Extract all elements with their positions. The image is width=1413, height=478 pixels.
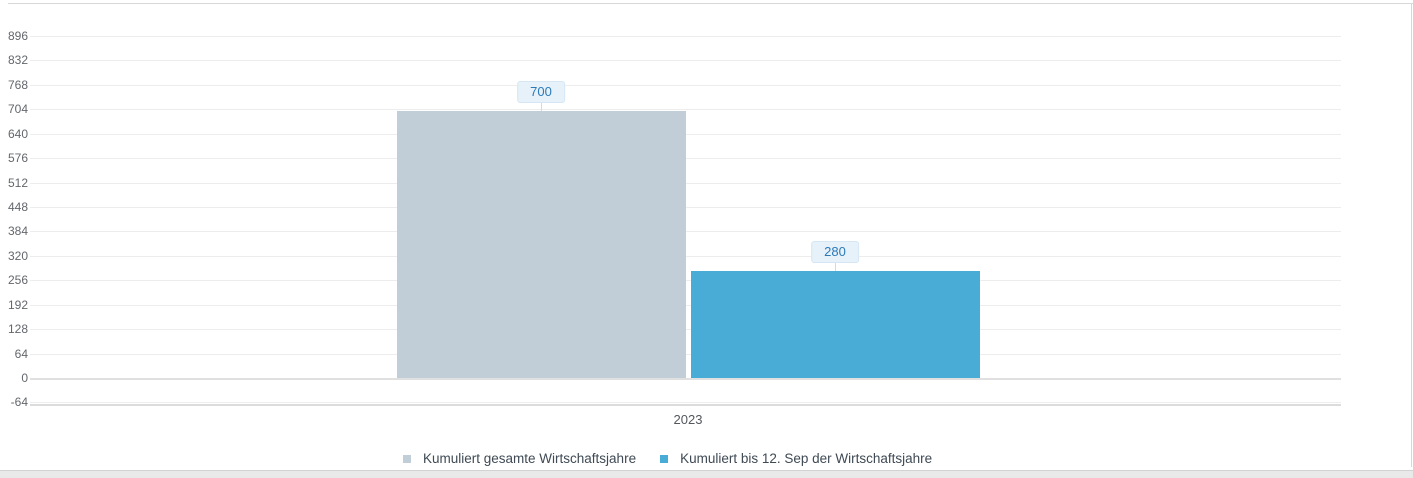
gridline-y-512: [30, 182, 1341, 184]
chart-legend: Kumuliert gesamte Wirtschaftsjahre Kumul…: [403, 451, 932, 467]
bar-series-0-2023[interactable]: [396, 110, 686, 378]
legend-swatch-blue: [660, 455, 669, 463]
gridline-y--64: [30, 402, 1341, 404]
y-tick-label-768: 768: [7, 77, 28, 92]
y-tick-label-320: 320: [7, 248, 28, 263]
y-tick-label-704: 704: [7, 102, 28, 117]
data-label-connector: [540, 102, 542, 111]
gridline-y-64: [30, 353, 1341, 355]
gridline-y-448: [30, 207, 1341, 208]
y-tick-label-256: 256: [7, 273, 28, 288]
legend-label: Kumuliert gesamte Wirtschaftsjahre: [423, 451, 637, 466]
gridline-y-640: [30, 133, 1341, 135]
legend-item-kumuliert-gesamte[interactable]: Kumuliert gesamte Wirtschaftsjahre: [403, 451, 636, 467]
data-label-badge-700: 700: [517, 80, 565, 103]
gridline-y-320: [30, 255, 1341, 257]
y-tick-label-448: 448: [7, 200, 28, 214]
gridline-y-768: [30, 84, 1341, 86]
gridline-y-832: [30, 60, 1341, 62]
y-tick-label--64: -64: [10, 395, 28, 410]
y-tick-label-640: 640: [7, 126, 28, 141]
legend-swatch-gray: [403, 455, 411, 463]
gridline-y-384: [30, 231, 1341, 233]
y-tick-label-896: 896: [7, 29, 28, 43]
gridline-y-896: [30, 36, 1341, 37]
x-axis-category-label: 2023: [673, 412, 703, 427]
panel-top-border: [8, 3, 1413, 4]
y-tick-label-0: 0: [21, 371, 28, 385]
legend-label: Kumuliert bis 12. Sep der Wirtschaftsjah…: [680, 451, 933, 466]
y-tick-label-832: 832: [7, 53, 28, 68]
y-tick-label-512: 512: [7, 175, 28, 190]
y-tick-label-128: 128: [7, 322, 28, 337]
y-tick-label-64: 64: [14, 346, 28, 361]
data-label-connector: [834, 263, 836, 272]
gridline-y-192: [30, 304, 1341, 306]
x-axis-line: [30, 404, 1341, 407]
gridline-y-128: [30, 329, 1341, 331]
y-tick-label-192: 192: [7, 297, 28, 312]
gridline-y-0: [30, 377, 1341, 380]
gridline-y-704: [30, 109, 1341, 111]
legend-item-kumuliert-bis-12-sep[interactable]: Kumuliert bis 12. Sep der Wirtschaftsjah…: [660, 451, 932, 467]
y-tick-label-576: 576: [7, 151, 28, 166]
gridline-y-576: [30, 158, 1341, 160]
gridline-y-256: [30, 280, 1341, 282]
horizontal-scrollbar-track[interactable]: [0, 470, 1413, 478]
y-tick-label-384: 384: [7, 224, 28, 239]
data-label-badge-280: 280: [811, 241, 859, 264]
panel-right-border: [1411, 3, 1412, 467]
bar-series-1-2023[interactable]: [690, 271, 980, 378]
